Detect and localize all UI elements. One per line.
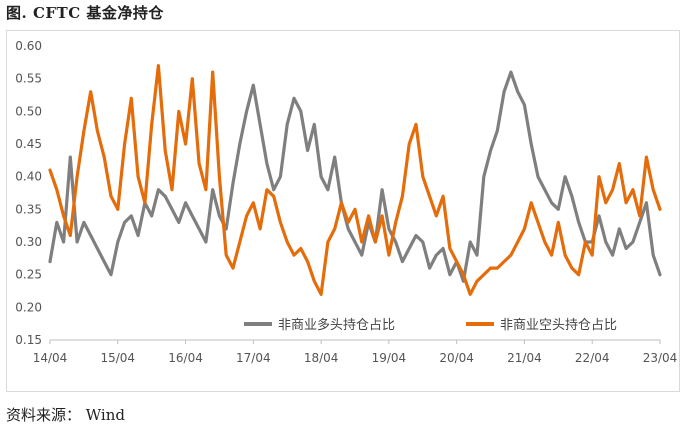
x-tick-label: 16/04 xyxy=(168,351,203,365)
y-tick-label: 0.40 xyxy=(15,170,42,184)
chart-frame xyxy=(6,30,680,392)
x-tick-label: 14/04 xyxy=(33,351,68,365)
legend: 非商业多头持仓占比 非商业空头持仓占比 xyxy=(244,317,617,333)
x-axis-ticks: 14/04 15/04 16/04 17/04 18/04 19/04 20/04 21/04… xyxy=(33,340,678,365)
x-tick-label: 15/04 xyxy=(100,351,135,365)
y-tick-label: 0.60 xyxy=(15,39,42,53)
x-tick-label: 19/04 xyxy=(372,351,407,365)
figure-title: 图. CFTC 基金净持仓 xyxy=(6,4,164,22)
y-axis-ticks: 0.15 0.20 0.25 0.30 0.35 0.40 0.45 0.50 0.55 0.60 xyxy=(15,39,42,347)
series-line-long xyxy=(48,70,662,283)
series-layer xyxy=(48,63,662,296)
x-tick-label: 21/04 xyxy=(507,351,542,365)
y-tick-label: 0.25 xyxy=(15,268,42,282)
series-line-short xyxy=(48,63,662,296)
y-tick-label: 0.15 xyxy=(15,333,42,347)
legend-label: 非商业多头持仓占比 xyxy=(278,317,395,333)
x-tick-label: 22/04 xyxy=(575,351,610,365)
y-tick-label: 0.55 xyxy=(15,72,42,86)
x-tick-label: 17/04 xyxy=(236,351,271,365)
x-tick-label: 20/04 xyxy=(439,351,474,365)
legend-label: 非商业空头持仓占比 xyxy=(500,318,617,333)
y-tick-label: 0.30 xyxy=(15,235,42,249)
y-tick-label: 0.35 xyxy=(15,202,42,216)
x-tick-label: 18/04 xyxy=(304,351,339,365)
y-tick-label: 0.45 xyxy=(15,137,42,151)
x-tick-label: 23/04 xyxy=(643,351,678,365)
source-note: 资料来源： Wind xyxy=(6,406,125,424)
y-tick-label: 0.20 xyxy=(15,300,42,314)
y-tick-label: 0.50 xyxy=(15,104,42,118)
